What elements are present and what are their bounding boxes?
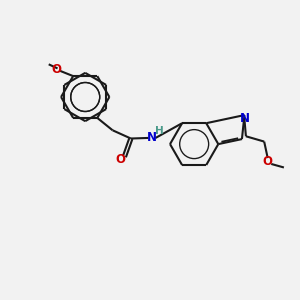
Text: N: N [147, 131, 157, 144]
Text: O: O [116, 153, 126, 166]
Text: H: H [155, 126, 164, 136]
Text: O: O [51, 62, 61, 76]
Text: N: N [240, 112, 250, 125]
Text: O: O [263, 155, 273, 168]
